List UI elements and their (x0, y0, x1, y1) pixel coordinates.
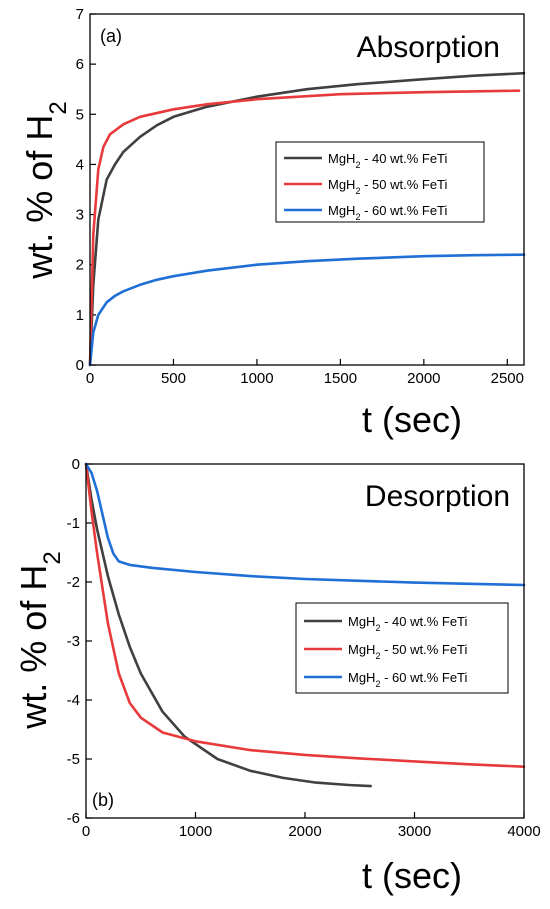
y-tick-label: 1 (76, 307, 84, 324)
y-tick-label: 5 (76, 106, 84, 123)
desorption-legend: MgH2 - 40 wt.% FeTi MgH2 - 50 wt.% FeTi Mg… (295, 602, 509, 694)
desorption-legend-items: MgH2 - 40 wt.% FeTi MgH2 - 50 wt.% FeTi Mg… (304, 614, 468, 689)
absorption-x-axis-label: t (sec) (362, 399, 462, 440)
absorption-plot-frame (89, 13, 525, 366)
desorption-axis-ticks: 0 1000 2000 3000 4000 0 -1 -2 -3 -4 -5 -6 (67, 456, 541, 840)
absorption-panel-label: (a) (100, 26, 122, 46)
desorption-series-lines (84, 462, 526, 788)
absorption-series-lines (88, 71, 526, 367)
y-tick-label: -3 (67, 633, 80, 650)
series-line-1 (88, 71, 526, 367)
series-line-2 (84, 462, 526, 769)
desorption-panel: 0 1000 2000 3000 4000 0 -1 -2 -3 -4 -5 -6 (b) Desor… (13, 456, 541, 896)
absorption-plot: 0 500 1000 1500 2000 2500 0 1 2 3 4 5 6 7 (76, 6, 526, 387)
legend-label: MgH2 - 40 wt.% FeTi (348, 614, 468, 633)
y-tick-label: 0 (76, 357, 84, 374)
x-tick-label: 1000 (240, 370, 273, 387)
y-tick-label: 4 (76, 156, 84, 173)
series-line-3 (88, 253, 526, 367)
series-line-3 (84, 462, 526, 587)
desorption-y-axis-label: wt. % of H2 (13, 551, 66, 729)
desorption-title: Desorption (365, 480, 510, 513)
absorption-y-axis-label: wt. % of H2 (19, 101, 72, 279)
desorption-plot-frame (85, 463, 525, 819)
y-tick-label: 6 (76, 56, 84, 73)
series-line-2 (88, 89, 521, 367)
absorption-legend-items: MgH2 - 40 wt.% FeTi MgH2 - 50 wt.% FeTi Mg… (284, 151, 448, 222)
absorption-axis-ticks: 0 500 1000 1500 2000 2500 0 1 2 3 4 5 6 7 (76, 6, 524, 387)
x-tick-label: 500 (161, 370, 186, 387)
y-tick-label: -4 (67, 692, 80, 709)
y-tick-label: 0 (72, 456, 80, 473)
y-tick-label: 3 (76, 207, 84, 224)
x-tick-label: 2500 (491, 370, 524, 387)
legend-label: MgH2 - 50 wt.% FeTi (348, 642, 468, 661)
desorption-plot: 0 1000 2000 3000 4000 0 -1 -2 -3 -4 -5 -6 (67, 456, 541, 840)
series-line-1 (84, 462, 373, 788)
x-tick-label: 2000 (407, 370, 440, 387)
y-tick-label: -6 (67, 810, 80, 827)
y-tick-label: 2 (76, 257, 84, 274)
absorption-legend-box (275, 141, 485, 223)
y-tick-label: -2 (67, 574, 80, 591)
x-tick-label: 4000 (507, 823, 540, 840)
y-tick-label: -5 (67, 751, 80, 768)
x-tick-label: 1500 (324, 370, 357, 387)
legend-label: MgH2 - 50 wt.% FeTi (328, 177, 448, 196)
x-tick-label: 1000 (179, 823, 212, 840)
legend-label: MgH2 - 60 wt.% FeTi (328, 203, 448, 222)
legend-label: MgH2 - 40 wt.% FeTi (328, 151, 448, 170)
x-tick-label: 3000 (398, 823, 431, 840)
x-tick-label: 0 (86, 370, 94, 387)
x-tick-label: 0 (82, 823, 90, 840)
desorption-x-axis-label: t (sec) (362, 855, 462, 896)
absorption-legend: MgH2 - 40 wt.% FeTi MgH2 - 50 wt.% FeTi Mg… (275, 141, 485, 223)
desorption-panel-label: (b) (92, 790, 114, 810)
absorption-title: Absorption (357, 31, 500, 64)
x-tick-label: 2000 (288, 823, 321, 840)
y-tick-label: 7 (76, 6, 84, 23)
y-tick-label: -1 (67, 515, 80, 532)
absorption-panel: 0 500 1000 1500 2000 2500 0 1 2 3 4 5 6 7 (a) Absorpt… (19, 6, 526, 440)
legend-label: MgH2 - 60 wt.% FeTi (348, 670, 468, 689)
